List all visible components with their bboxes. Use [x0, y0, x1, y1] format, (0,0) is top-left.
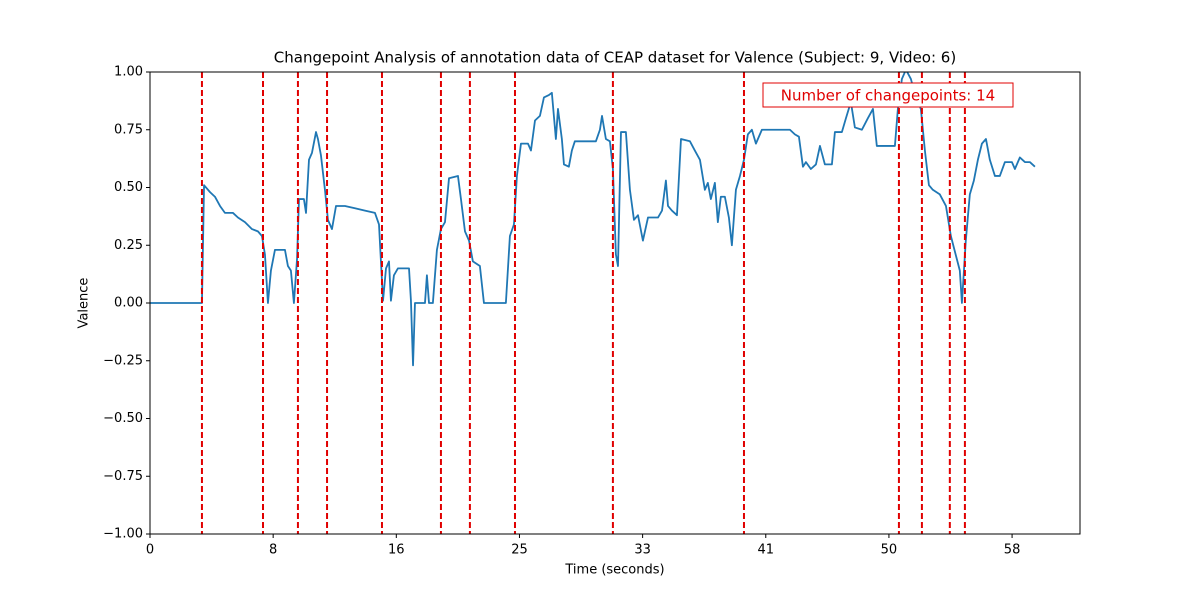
annotation: Number of changepoints: 14 — [781, 87, 995, 105]
data-line — [150, 72, 1036, 367]
y-axis-label: Valence — [77, 278, 92, 329]
y-tick-label: 0.50 — [114, 180, 143, 195]
x-tick-label: 16 — [388, 543, 405, 558]
y-tick-label: 0.75 — [114, 122, 143, 137]
y-tick-label: −0.75 — [103, 469, 143, 484]
plot-area — [150, 72, 1036, 534]
x-tick-label: 25 — [511, 543, 528, 558]
y-tick-label: −1.00 — [103, 527, 143, 542]
plot-frame — [149, 71, 1081, 535]
x-tick-label: 50 — [881, 543, 898, 558]
y-tick-label: 0.25 — [114, 238, 143, 253]
chart-title: Changepoint Analysis of annotation data … — [274, 49, 956, 67]
x-tick-label: 33 — [634, 543, 651, 558]
y-tick-label: 0.00 — [114, 296, 143, 311]
annotation-box — [762, 82, 1014, 108]
x-tick-label: 8 — [269, 543, 277, 558]
y-tick-label: −0.25 — [103, 353, 143, 368]
y-tick-label: 1.00 — [114, 65, 143, 80]
x-tick-label: 58 — [1004, 543, 1021, 558]
y-tick-label: −0.50 — [103, 411, 143, 426]
x-tick-label: 0 — [146, 543, 154, 558]
x-axis-label: Time (seconds) — [564, 563, 664, 578]
x-tick-label: 41 — [757, 543, 774, 558]
